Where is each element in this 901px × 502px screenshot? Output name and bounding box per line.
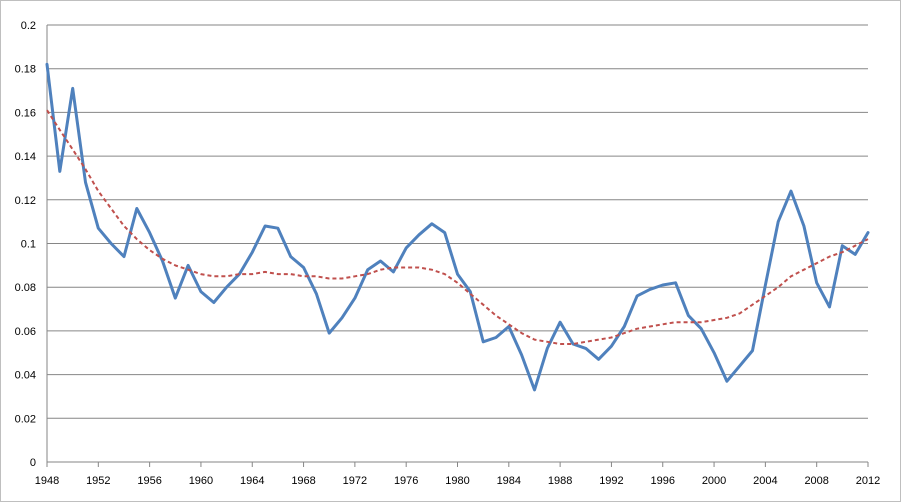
- y-tick-label: 0.1: [21, 239, 36, 251]
- gridlines: [47, 24, 868, 419]
- x-tick-label: 1996: [651, 475, 675, 487]
- series-group: [45, 62, 870, 392]
- x-tick-label: 2012: [856, 475, 880, 487]
- x-tick-label: 1968: [291, 475, 315, 487]
- x-tick-label: 1964: [240, 475, 264, 487]
- x-tick-label: 1980: [445, 475, 469, 487]
- y-tick-label: 0: [30, 457, 36, 469]
- y-tick-label: 0.18: [15, 64, 36, 76]
- x-tick-label: 1948: [35, 475, 59, 487]
- trend-line-dashed: [46, 109, 869, 345]
- y-tick-label: 0.12: [15, 195, 36, 207]
- x-tick-label: 1952: [86, 475, 110, 487]
- x-tick-label: 1976: [394, 475, 418, 487]
- x-tick-label: 1988: [548, 475, 572, 487]
- x-axis-tick-labels: 1948 1952 1956 1960 1964 1968 1972 1976 1980 1984…: [35, 475, 880, 487]
- x-tick-label: 1984: [497, 475, 521, 487]
- y-axis-tick-labels: 0 0.02 0.04 0.06 0.08 0.1 0.12 0.14 0.16 0.18 0.2: [15, 20, 36, 469]
- y-tick-label: 0.04: [15, 370, 36, 382]
- y-tick-label: 0.08: [15, 282, 36, 294]
- x-tick-label: 2008: [804, 475, 828, 487]
- x-tick-label: 2000: [702, 475, 726, 487]
- x-tick-label: 1972: [343, 475, 367, 487]
- x-tick-label: 1992: [599, 475, 623, 487]
- y-tick-label: 0.16: [15, 107, 36, 119]
- y-tick-label: 0.14: [15, 151, 36, 163]
- x-tick-label: 1956: [137, 475, 161, 487]
- axes: [46, 25, 869, 467]
- y-tick-label: 0.02: [15, 413, 36, 425]
- y-tick-label: 0.2: [21, 20, 36, 32]
- x-tick-label: 1960: [189, 475, 213, 487]
- x-tick-label: 2004: [753, 475, 777, 487]
- data-line-solid: [45, 62, 870, 392]
- y-tick-label: 0.06: [15, 326, 36, 338]
